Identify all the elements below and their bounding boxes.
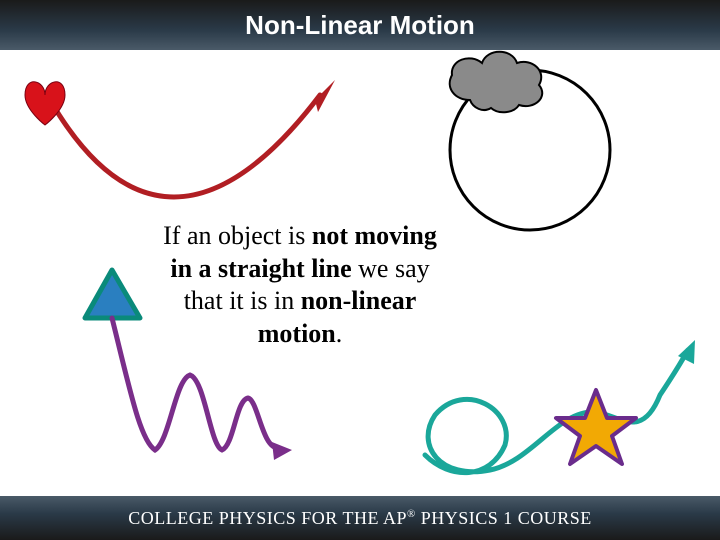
- footer-bar: COLLEGE PHYSICS FOR THE AP® PHYSICS 1 CO…: [0, 496, 720, 540]
- footer-text: COLLEGE PHYSICS FOR THE AP® PHYSICS 1 CO…: [128, 508, 591, 529]
- page-title: Non-Linear Motion: [245, 10, 475, 41]
- purple-arrow-head: [272, 442, 292, 460]
- t-1a: If an object is: [163, 221, 312, 250]
- footer-reg: ®: [407, 508, 416, 520]
- t-1b: not moving: [312, 221, 437, 250]
- star-icon: [556, 390, 636, 464]
- t-3b: non-linear: [301, 286, 417, 315]
- teal-path: [425, 350, 688, 473]
- t-4a: motion: [258, 319, 336, 348]
- footer-a: COLLEGE PHYSICS FOR THE AP: [128, 508, 407, 528]
- body-text: If an object is not moving in a straight…: [120, 220, 480, 350]
- footer-c: PHYSICS 1 COURSE: [416, 508, 592, 528]
- t-2a: in a straight line: [170, 254, 351, 283]
- t-4b: .: [336, 319, 343, 348]
- t-2b: we say: [352, 254, 430, 283]
- red-curve: [50, 95, 320, 197]
- t-3a: that it is in: [184, 286, 301, 315]
- header-bar: Non-Linear Motion: [0, 0, 720, 50]
